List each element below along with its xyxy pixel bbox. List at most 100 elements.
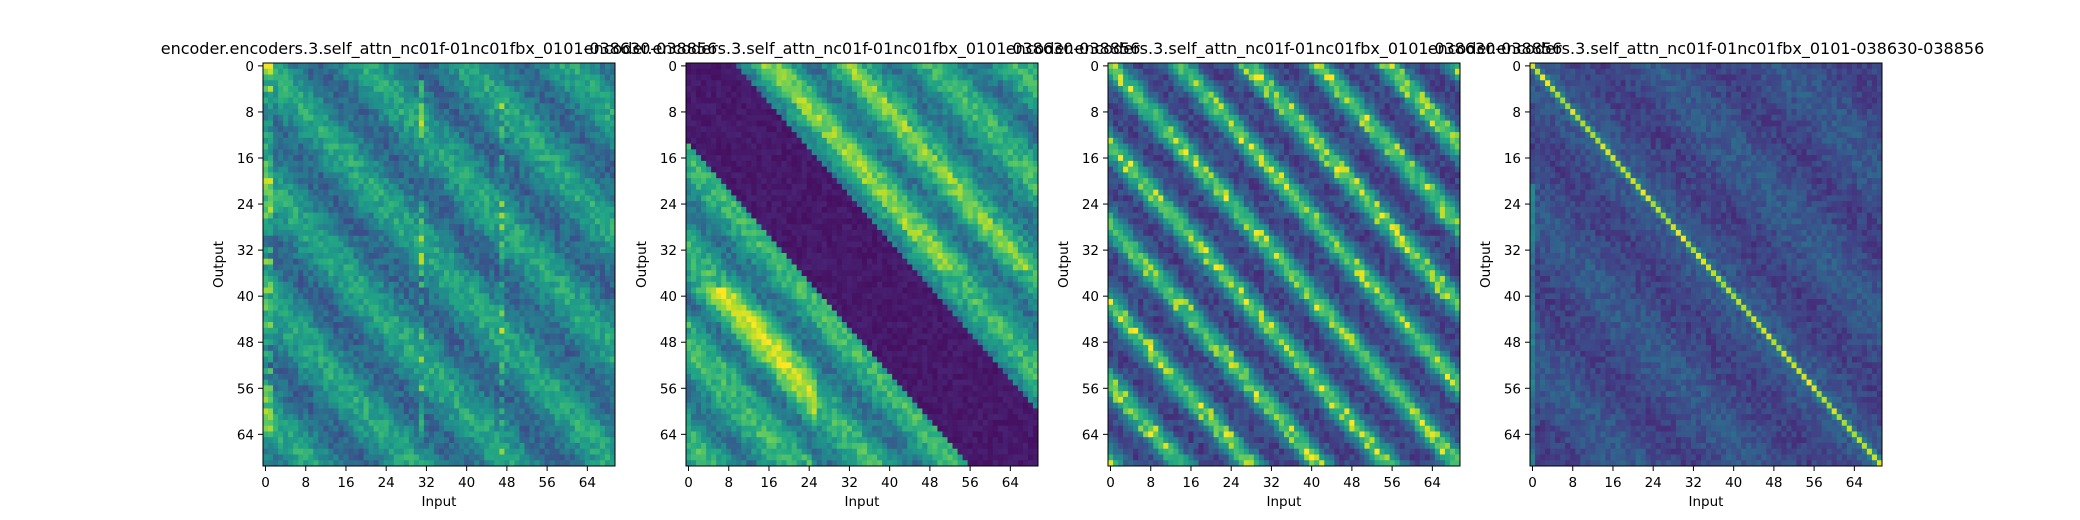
heatmap-cell (428, 126, 435, 133)
heatmap-cell (363, 126, 369, 133)
heatmap-cell (398, 293, 405, 300)
heatmap-cell (308, 80, 314, 87)
heatmap-cell (298, 252, 304, 260)
heatmap-cell (479, 212, 485, 219)
heatmap-cell (318, 109, 324, 116)
heatmap-cell (544, 80, 551, 87)
heatmap-cell (323, 431, 329, 438)
heatmap-cell (539, 109, 545, 116)
heatmap-cell (303, 206, 309, 214)
heatmap-cell (328, 322, 334, 329)
heatmap-cell (574, 356, 581, 363)
heatmap-cell (594, 132, 601, 139)
heatmap-cell (524, 281, 530, 288)
heatmap-cell (323, 63, 329, 70)
heatmap-cell (579, 201, 586, 208)
heatmap-cell (519, 454, 525, 461)
heatmap-cell (368, 425, 375, 432)
heatmap-cell (444, 155, 450, 162)
heatmap-cell (609, 189, 616, 196)
heatmap-cell (559, 224, 566, 231)
heatmap-cell (383, 103, 390, 110)
heatmap-cell (333, 103, 339, 110)
heatmap-cell (303, 396, 309, 404)
heatmap-cell (519, 178, 525, 185)
heatmap-cell (333, 448, 339, 455)
heatmap-cell (388, 143, 395, 150)
heatmap-cell (539, 160, 545, 168)
heatmap-cell (464, 212, 470, 219)
heatmap-cell (519, 310, 525, 317)
heatmap-cell (323, 304, 329, 311)
heatmap-cell (278, 385, 284, 392)
heatmap-cell (469, 195, 475, 202)
heatmap-cell (358, 183, 364, 191)
heatmap-cell (499, 206, 505, 214)
heatmap-cell (544, 224, 551, 231)
heatmap-cell (408, 103, 415, 110)
heatmap-cell (529, 120, 535, 127)
heatmap-cell (268, 373, 274, 381)
heatmap-cell (549, 316, 556, 323)
heatmap-cell (559, 322, 566, 329)
heatmap-cell (454, 316, 460, 323)
heatmap-cell (534, 414, 540, 421)
heatmap-cell (428, 437, 435, 444)
heatmap-cell (559, 172, 566, 179)
heatmap-cell (388, 206, 395, 214)
heatmap-cell (549, 414, 556, 421)
heatmap-cell (489, 281, 495, 288)
heatmap-cell (534, 276, 540, 283)
heatmap-cell (574, 437, 581, 444)
heatmap-cell (534, 460, 540, 467)
heatmap-cell (489, 97, 495, 104)
heatmap-cell (509, 345, 515, 352)
heatmap-cell (413, 160, 420, 168)
heatmap-cell (549, 183, 556, 191)
heatmap-cell (549, 327, 556, 334)
heatmap-cell (433, 402, 440, 409)
heatmap-cell (574, 80, 581, 87)
heatmap-cell (504, 137, 510, 144)
heatmap-cell (574, 299, 581, 306)
heatmap-cell (594, 322, 601, 329)
heatmap-cell (691, 63, 697, 70)
heatmap-cell (433, 327, 440, 334)
heatmap-cell (499, 97, 505, 104)
heatmap-cell (363, 114, 369, 121)
heatmap-cell (579, 137, 586, 144)
heatmap-cell (454, 132, 460, 139)
heatmap-cell (403, 402, 410, 409)
heatmap-cell (484, 218, 490, 225)
heatmap-cell (323, 293, 329, 300)
heatmap-cell (293, 195, 299, 202)
heatmap-cell (383, 132, 390, 139)
heatmap-cell (418, 195, 425, 202)
heatmap-cell (609, 368, 616, 375)
heatmap-cell (589, 333, 596, 340)
heatmap-cell (589, 252, 596, 260)
heatmap-cell (579, 304, 586, 311)
heatmap-cell (494, 166, 500, 173)
heatmap-cell (383, 264, 390, 271)
heatmap-cell (599, 339, 606, 346)
heatmap-cell (348, 408, 354, 415)
heatmap-cell (263, 149, 269, 156)
heatmap-cell (459, 166, 465, 173)
heatmap-cell (454, 362, 460, 369)
heatmap-cell (444, 414, 450, 421)
heatmap-cell (428, 258, 435, 265)
heatmap-cell (464, 195, 470, 202)
heatmap-cell (519, 97, 525, 104)
heatmap-cell (373, 460, 380, 467)
heatmap-cell (589, 281, 596, 288)
heatmap-cell (368, 379, 375, 386)
heatmap-cell (544, 149, 551, 156)
heatmap-cell (423, 132, 430, 139)
heatmap-cell (313, 345, 319, 352)
heatmap-cell (308, 287, 314, 294)
heatmap-cell (589, 183, 596, 191)
heatmap-cell (519, 442, 525, 450)
heatmap-cell (609, 247, 616, 254)
heatmap-cell (514, 166, 520, 173)
